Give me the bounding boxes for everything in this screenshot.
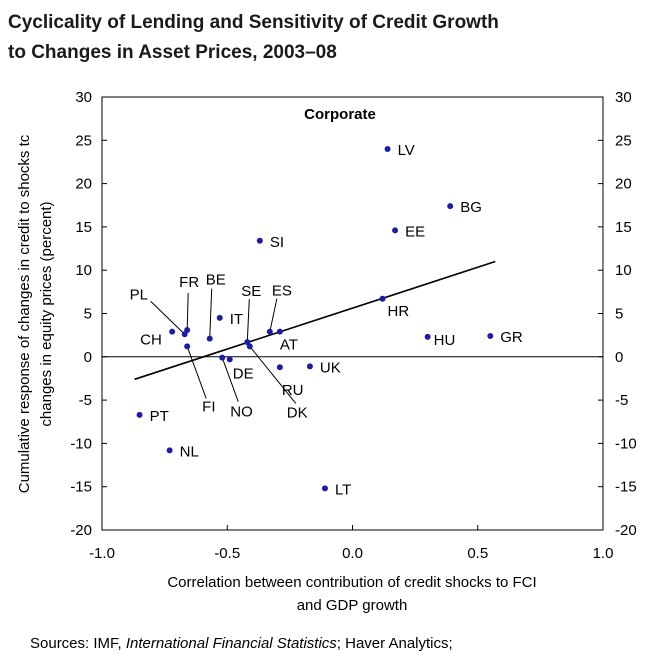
leader-line (186, 346, 207, 399)
point-label: NL (180, 443, 199, 460)
x-tick-label: 0.5 (467, 545, 488, 562)
point (219, 354, 226, 361)
y-axis-label: Cumulative response of changes in credit… (16, 134, 33, 493)
point-label: EE (405, 223, 425, 240)
y2-tick-label: 30 (615, 89, 632, 106)
point-label: UK (320, 359, 341, 376)
point (384, 145, 391, 152)
point (166, 447, 173, 454)
x-tick-label: 1.0 (593, 545, 614, 562)
point (306, 363, 313, 370)
y-axis-label: changes in equity prices (percent) (38, 201, 55, 426)
point (169, 328, 176, 335)
y-tick-label: 10 (75, 262, 92, 279)
point (136, 411, 143, 418)
point-label: RU (282, 382, 304, 399)
point (276, 328, 283, 335)
point (266, 328, 273, 335)
point-label: FI (202, 398, 215, 415)
annotation: Corporate (304, 106, 376, 123)
chart-title: Cyclicality of Lending and Sensitivity o… (8, 12, 499, 33)
point-label: DK (287, 404, 308, 421)
y2-tick-label: 10 (615, 262, 632, 279)
point-label: LV (398, 142, 415, 159)
y2-tick-label: 5 (615, 306, 623, 323)
leader-line (209, 288, 213, 339)
point-label: SI (270, 234, 284, 251)
leader-line (246, 299, 250, 343)
point (256, 237, 263, 244)
y-tick-label: 5 (84, 306, 92, 323)
point (184, 326, 191, 333)
y-tick-label: 20 (75, 176, 92, 193)
point (276, 364, 283, 371)
point (206, 335, 213, 342)
point-label: HU (434, 332, 456, 349)
source: Sources: IMF, International Financial St… (30, 635, 453, 652)
point-label: NO (230, 404, 253, 421)
y2-tick-label: -5 (615, 392, 628, 409)
leader-line (186, 292, 189, 330)
point (392, 227, 399, 234)
point-label: IT (230, 311, 243, 328)
y-tick-label: -10 (70, 435, 92, 452)
y-tick-label: -5 (79, 392, 92, 409)
plot-frame (101, 96, 604, 531)
leader-line (150, 300, 186, 335)
point-label: BE (206, 272, 226, 289)
point-label: CH (140, 332, 162, 349)
point-label: DE (233, 365, 254, 382)
chart-title: to Changes in Asset Prices, 2003–08 (8, 42, 337, 63)
leader-line (269, 298, 278, 332)
point (487, 333, 494, 340)
point-label: GR (500, 329, 523, 346)
leader-line (221, 357, 239, 402)
y-tick-label: -15 (70, 479, 92, 496)
trend-line (134, 260, 496, 381)
y-tick-label: -20 (70, 522, 92, 539)
point-label: AT (280, 337, 298, 354)
y-tick-label: 25 (75, 132, 92, 149)
point (216, 314, 223, 321)
point (447, 203, 454, 210)
point-label: SE (241, 283, 261, 300)
y2-tick-label: -20 (615, 522, 637, 539)
point (181, 331, 188, 338)
x-tick-label: -0.5 (214, 545, 240, 562)
y-tick-label: 15 (75, 219, 92, 236)
y2-tick-label: 0 (615, 349, 623, 366)
x-axis-label: Correlation between contribution of cred… (167, 574, 536, 591)
x-axis-label: and GDP growth (297, 597, 408, 614)
point (379, 295, 386, 302)
source-text: Sources: IMF, (30, 635, 126, 652)
point-label: PT (150, 408, 169, 425)
y2-tick-label: 15 (615, 219, 632, 236)
source-text: International Financial Statistics (126, 635, 337, 652)
point-label: HR (388, 303, 410, 320)
y2-tick-label: -15 (615, 479, 637, 496)
y2-tick-label: 20 (615, 176, 632, 193)
point (244, 339, 251, 346)
point-label: PL (130, 286, 148, 303)
x-tick-label: -1.0 (89, 545, 115, 562)
point (184, 343, 191, 350)
leader-line (249, 346, 297, 404)
y2-tick-label: 25 (615, 132, 632, 149)
source-text: ; Haver Analytics; (337, 635, 453, 652)
x-tick-label: 0.0 (342, 545, 363, 562)
point-label: FR (179, 274, 199, 291)
point-label: ES (272, 283, 292, 300)
y2-tick-label: -10 (615, 435, 637, 452)
point (321, 485, 328, 492)
point (226, 356, 233, 363)
y-tick-label: 30 (75, 89, 92, 106)
point (246, 343, 253, 350)
point-label: LT (335, 481, 351, 498)
point (424, 333, 431, 340)
y-tick-label: 0 (84, 349, 92, 366)
point-label: BG (460, 199, 482, 216)
